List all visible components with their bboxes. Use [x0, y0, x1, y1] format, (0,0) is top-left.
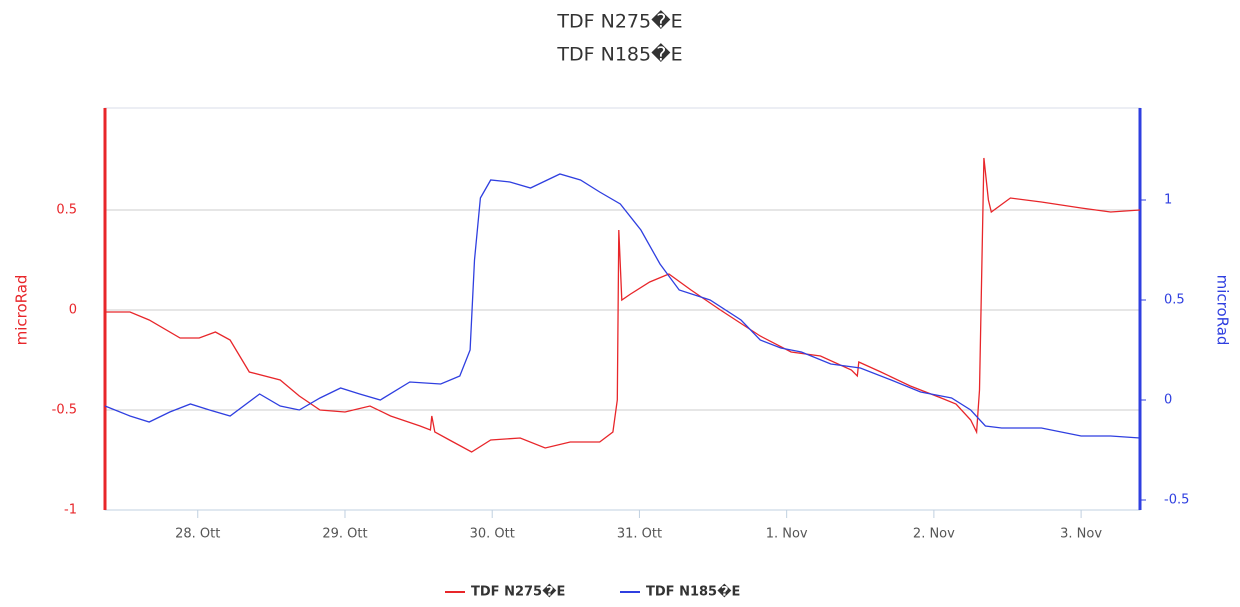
- chart-subtitle: TDF N185�E: [556, 43, 682, 66]
- x-tick-label: 30. Ott: [470, 527, 515, 542]
- x-tick-label: 31. Ott: [617, 527, 662, 542]
- y-tick-label: 0: [69, 303, 77, 318]
- x-tick-label: 3. Nov: [1060, 527, 1102, 542]
- y2-tick-label: 1: [1164, 193, 1172, 208]
- x-tick-label: 1. Nov: [766, 527, 808, 542]
- y-tick-label: -1: [64, 503, 77, 518]
- y2-tick-label: 0.5: [1164, 293, 1185, 308]
- x-tick-label: 28. Ott: [175, 527, 220, 542]
- y-tick-label: -0.5: [52, 403, 77, 418]
- y2-tick-label: 0: [1164, 393, 1172, 408]
- series-line: [104, 173, 1141, 439]
- legend-label: TDF N275�E: [471, 584, 565, 600]
- x-tick-label: 2. Nov: [913, 527, 955, 542]
- chart-title: TDF N275�E: [556, 10, 682, 33]
- y2-axis-label: microRad: [1214, 275, 1232, 346]
- y-axis-label: microRad: [13, 275, 31, 346]
- y-tick-label: 0.5: [56, 203, 77, 218]
- x-tick-label: 29. Ott: [322, 527, 367, 542]
- y2-tick-label: -0.5: [1164, 493, 1189, 508]
- series-line: [105, 157, 1141, 453]
- legend-label: TDF N185�E: [646, 584, 740, 600]
